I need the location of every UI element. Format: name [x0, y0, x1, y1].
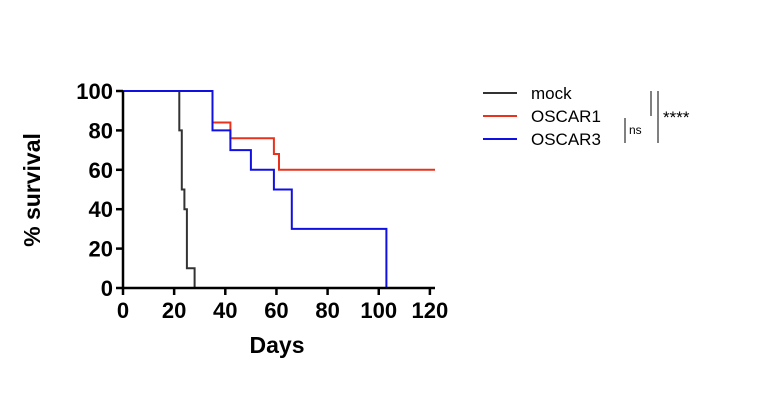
x-axis-ticks: 0 20 40 60 80 100 120: [117, 288, 448, 323]
y-tick-label: 60: [89, 158, 113, 183]
y-axis-ticks: 0 20 40 60 80 100: [76, 79, 123, 301]
significance-brackets: ns ****: [624, 91, 690, 143]
y-tick-label: 0: [101, 276, 113, 301]
series-line-oscar1: [123, 90, 435, 171]
y-tick-label: 20: [89, 237, 113, 262]
y-tick-label: 40: [89, 197, 113, 222]
x-tick-label: 80: [315, 298, 339, 323]
legend-label-oscar3: OSCAR3: [531, 130, 601, 149]
ns-label: ns: [629, 123, 642, 137]
legend-label-mock: mock: [531, 84, 572, 103]
x-tick-label: 0: [117, 298, 129, 323]
sig-label: ****: [663, 108, 690, 127]
legend-label-oscar1: OSCAR1: [531, 107, 601, 126]
legend: mock OSCAR1 OSCAR3: [483, 84, 601, 149]
x-tick-label: 40: [213, 298, 237, 323]
x-axis-title: Days: [250, 332, 305, 358]
y-tick-label: 80: [89, 118, 113, 143]
x-tick-label: 20: [162, 298, 186, 323]
x-tick-label: 100: [360, 298, 397, 323]
y-tick-label: 100: [76, 79, 113, 104]
x-tick-label: 60: [264, 298, 288, 323]
y-axis-title: % survival: [19, 133, 45, 247]
series-layer: [123, 90, 435, 288]
series-line-oscar3: [123, 90, 388, 288]
x-tick-label: 120: [412, 298, 449, 323]
series-line-mock: [123, 90, 196, 288]
